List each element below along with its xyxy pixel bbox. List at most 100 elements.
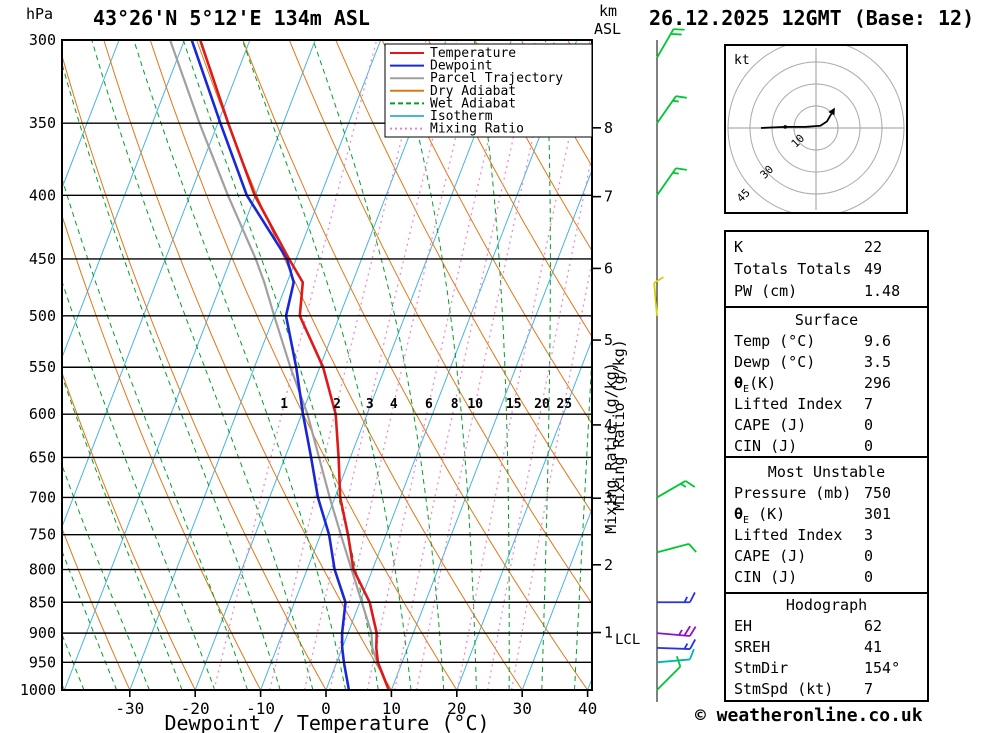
isotherm-line — [63, 40, 316, 690]
temp-tick-label: 10 — [382, 699, 401, 718]
skewt-chart-area: 1 2 3 4 6 8 10 15 20 25 300 350 400 450 500 550 600 650 70… — [0, 28, 712, 733]
index-label: StmSpd (kt) — [734, 680, 834, 698]
km-tick-label: 1 — [604, 624, 613, 642]
table-row: θE(K) 296 — [726, 373, 927, 395]
pressure-tick-label: 350 — [29, 114, 56, 132]
dry-adiabat-line — [381, 40, 592, 425]
hodo-speed-ring — [749, 61, 883, 195]
indices-table: K 22 Totals Totals 49 PW (cm) 1.48 — [724, 230, 929, 308]
skewt-chart: 1 2 3 4 6 8 10 15 20 2530035040045050055060065070… — [0, 28, 712, 733]
isotherm-line — [129, 40, 382, 690]
wet-adiabat-line — [62, 549, 118, 690]
index-label: Lifted Index — [734, 395, 843, 413]
pressure-tick-label: 600 — [29, 405, 56, 423]
pressure-tick-label: 950 — [29, 653, 56, 671]
surface-table-title: Surface — [794, 311, 859, 329]
index-value: 0 — [864, 416, 874, 434]
pressure-axis-unit: hPa — [26, 5, 54, 23]
dry-adiabat-line — [62, 54, 327, 690]
mixing-ratio-line — [213, 40, 378, 690]
index-value: 750 — [864, 484, 892, 502]
legend-label: Wet Adiabat — [430, 96, 516, 111]
km-tick-label: 6 — [604, 259, 613, 277]
table-row: Lifted Index 7 — [726, 394, 927, 415]
wind-barb — [656, 658, 690, 664]
table-row: CAPE (J) 0 — [726, 546, 927, 567]
km-tick-label: 8 — [604, 119, 613, 137]
table-row: Temp (°C) 9.6 — [726, 331, 927, 352]
mixing-ratio-line — [487, 152, 592, 690]
index-value: 301 — [864, 505, 892, 523]
table-row: Totals Totals 49 — [726, 258, 927, 280]
mixing-ratio-axis-label-pink: Mixing Ratio (g/kg) — [602, 362, 620, 534]
pressure-tick-label: 1000 — [20, 681, 56, 699]
legend-label: Temperature — [430, 46, 516, 61]
table-row: Pressure (mb) 750 — [726, 483, 927, 504]
index-value: 49 — [864, 260, 883, 278]
pressure-tick-label: 800 — [29, 561, 56, 579]
km-tick-label: 4 — [604, 416, 613, 434]
index-value: 62 — [864, 617, 883, 635]
wet-adiabat-line — [0, 40, 19, 690]
hodo-ring-label: 45 — [734, 186, 753, 205]
station-title: 43°26'N 5°12'E 134m ASL — [93, 6, 370, 30]
legend-label: Isotherm — [430, 109, 493, 124]
table-row: StmSpd (kt) 7 — [726, 679, 927, 700]
mixing-ratio-value-label: 15 — [506, 397, 522, 412]
index-value: 154° — [864, 659, 901, 677]
index-label: SREH — [734, 638, 771, 656]
mixing-ratio-value-label: 25 — [556, 397, 572, 412]
pressure-tick-label: 850 — [29, 593, 56, 611]
hodo-trace-marker — [783, 125, 787, 129]
pressure-tick-label: 450 — [29, 250, 56, 268]
km-tick-label: 7 — [604, 188, 613, 206]
index-value: 41 — [864, 638, 883, 656]
index-value: 296 — [864, 374, 892, 392]
table-row: SREH 41 — [726, 637, 927, 658]
mixing-ratio-value-label: 6 — [425, 397, 433, 412]
lcl-label: LCL — [615, 632, 640, 648]
height-axis-unit-asl: ASL — [594, 20, 622, 38]
plot-border — [61, 39, 593, 691]
pressure-tick-label: 750 — [29, 526, 56, 544]
index-value: 0 — [864, 437, 874, 455]
pressure-tick-label: 400 — [29, 186, 56, 204]
pressure-tick-label: 550 — [29, 358, 56, 376]
index-label: Pressure (mb) — [734, 484, 852, 502]
table-row: θE (K) 301 — [726, 504, 927, 526]
hodograph-table: Hodograph EH 62 SREH 41 StmDir 154° StmSpd … — [724, 592, 929, 702]
temp-tick-label: 0 — [321, 699, 331, 718]
table-row: Lifted Index 3 — [726, 525, 927, 546]
isotherm-line — [62, 40, 120, 190]
dry-adiabat-line — [660, 40, 712, 690]
km-tick-label: 5 — [604, 331, 613, 349]
index-label: K — [734, 238, 744, 256]
isotherm-line — [521, 507, 592, 690]
surface-table: Surface Temp (°C) 9.6 Dewp (°C) 3.5 θE(K) 2… — [724, 306, 929, 458]
dry-adiabat-line — [707, 40, 712, 690]
mixing-ratio-value-label: 10 — [467, 397, 483, 412]
isotherm-line — [390, 168, 592, 690]
pressure-tick-label: 700 — [29, 488, 56, 506]
pressure-tick-label: 650 — [29, 448, 56, 466]
index-value: 0 — [864, 547, 874, 565]
pressure-tick-label: 500 — [29, 307, 56, 325]
index-label: Temp (°C) — [734, 332, 816, 350]
wind-barb-column — [653, 28, 697, 702]
index-value: 0 — [864, 568, 874, 586]
hodo-ring-label: 10 — [789, 132, 808, 151]
dry-adiabat-line — [474, 40, 592, 252]
index-label: Dewp (°C) — [734, 353, 816, 371]
temp-tick-label: -20 — [181, 699, 210, 718]
mixing-ratio-value-label: 8 — [451, 397, 459, 412]
index-label: CAPE (J) — [734, 416, 807, 434]
temp-tick-label: -10 — [246, 699, 275, 718]
wet-adiabat-line — [62, 374, 183, 690]
index-label: PW (cm) — [734, 282, 798, 300]
isotherm-line — [325, 40, 578, 690]
isotherm-line — [62, 40, 251, 529]
km-tick-label: 2 — [604, 556, 613, 574]
index-value: 1.48 — [864, 282, 901, 300]
index-label: Lifted Index — [734, 526, 843, 544]
